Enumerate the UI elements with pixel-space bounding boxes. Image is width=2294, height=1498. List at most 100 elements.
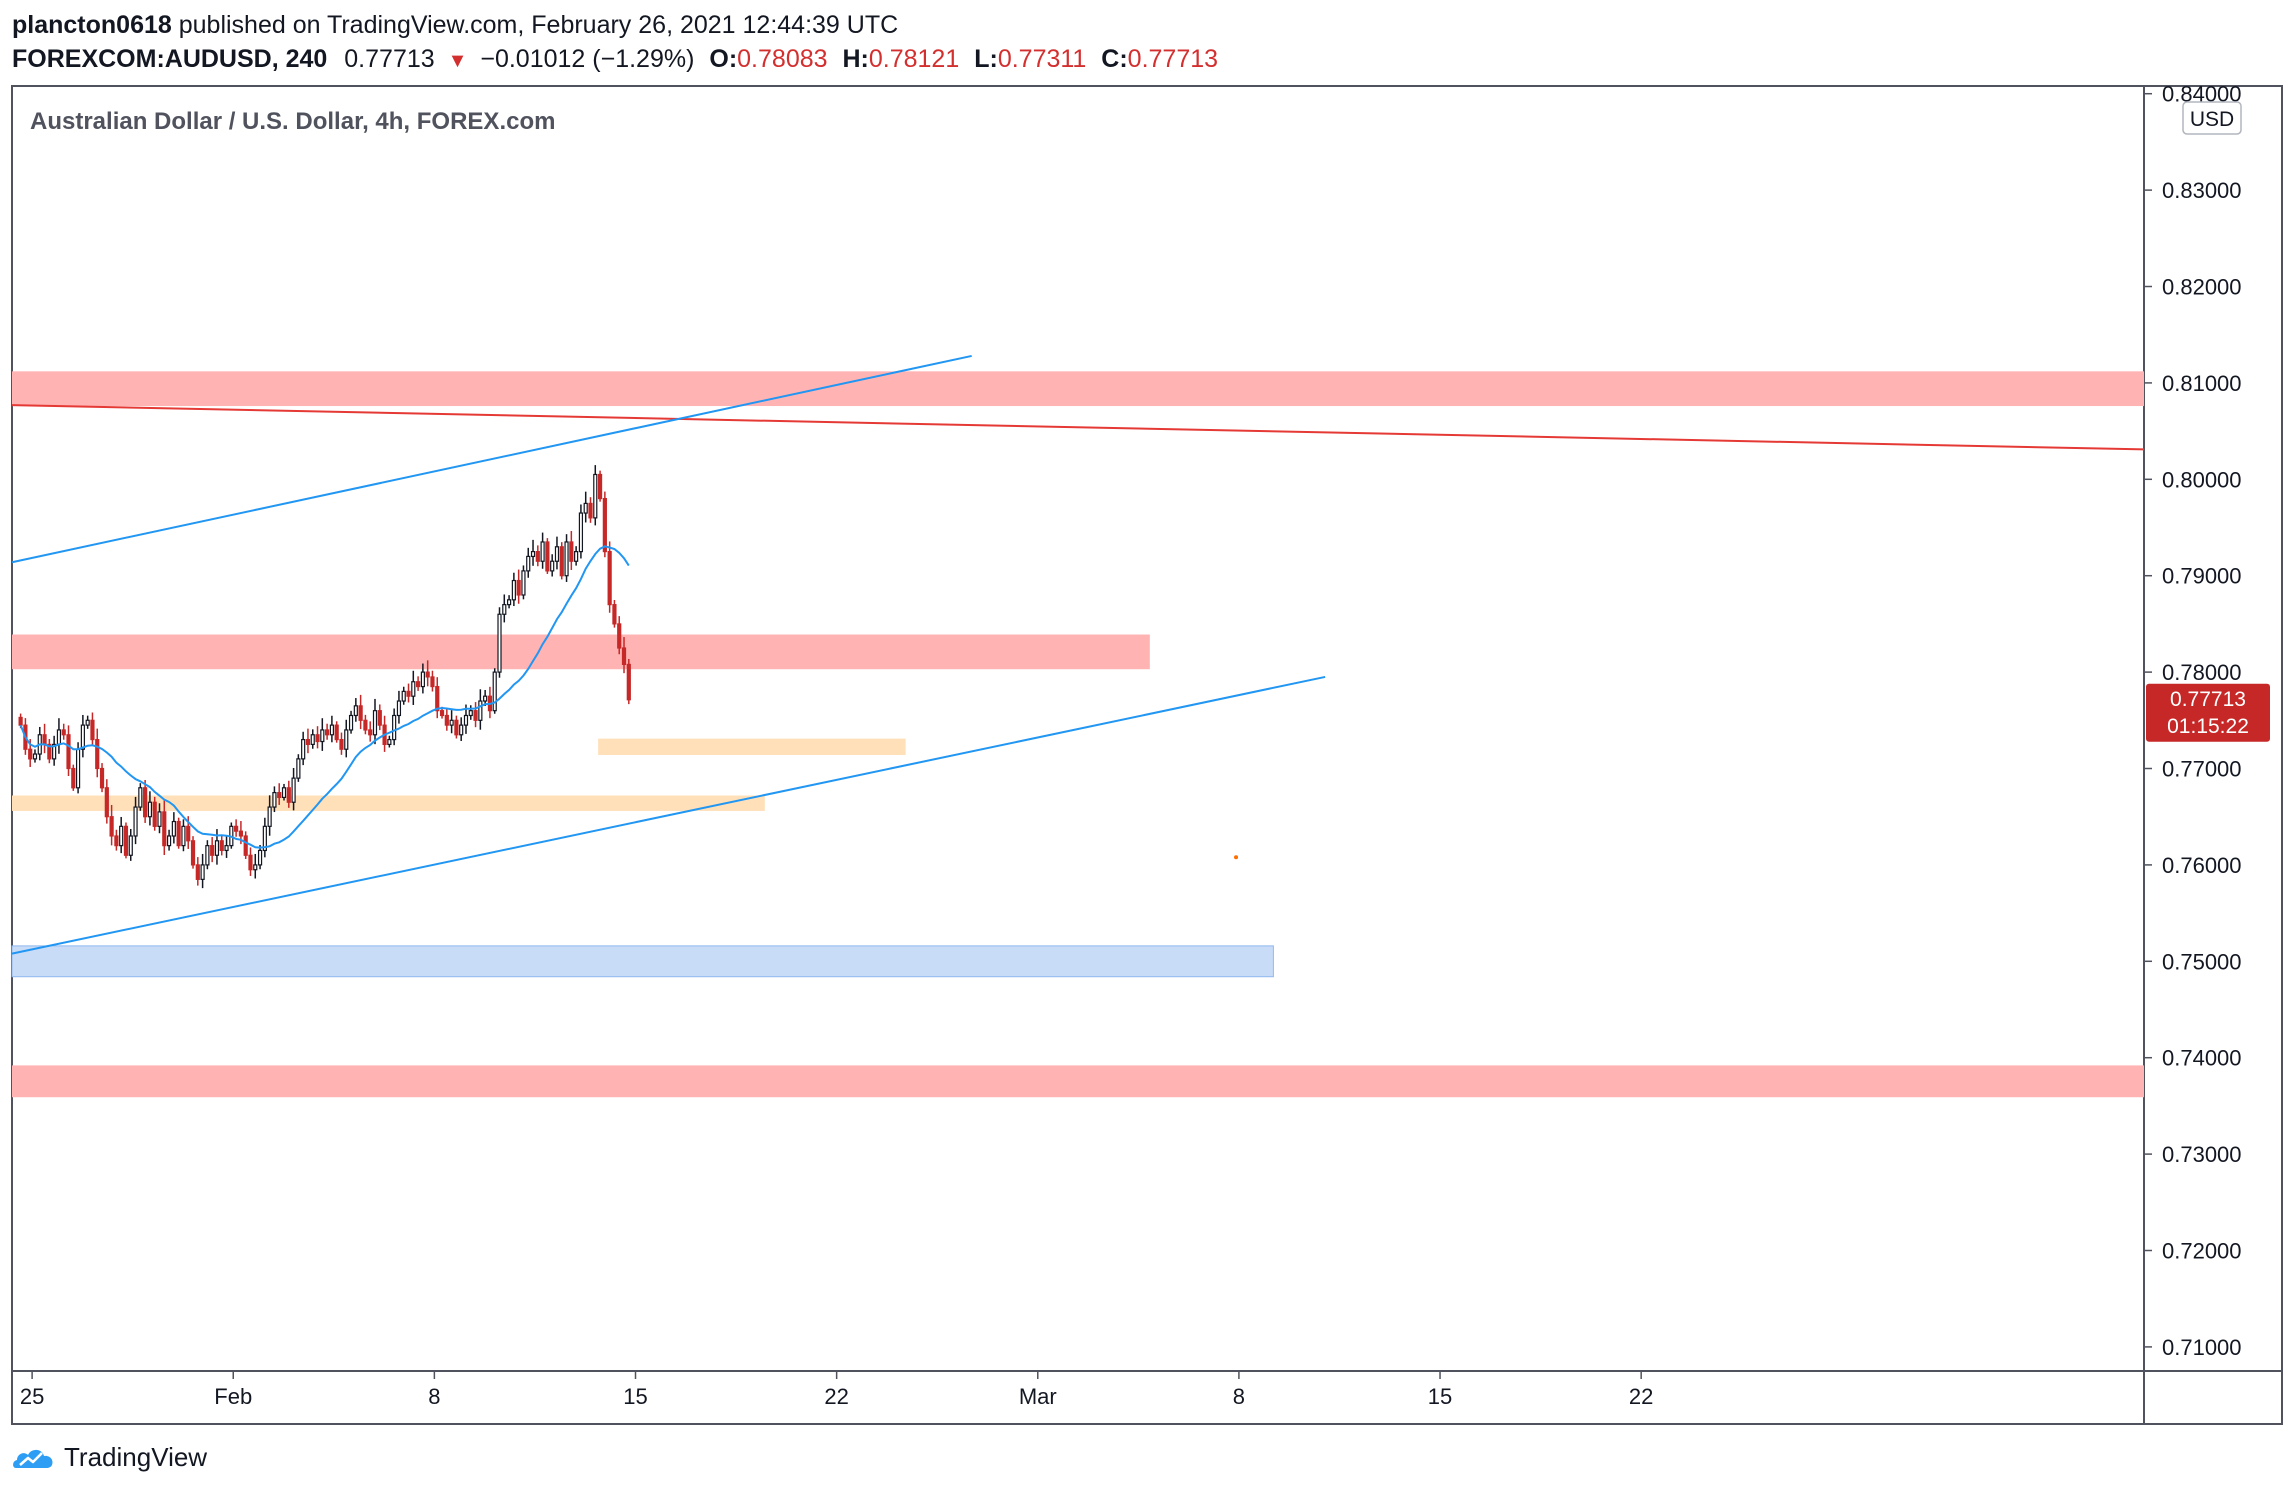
- candle-body: [32, 753, 38, 760]
- candle-body: [152, 801, 157, 827]
- candle-body: [406, 690, 411, 697]
- candle-body: [305, 738, 311, 746]
- candle-body: [95, 738, 100, 770]
- candle-body: [28, 748, 33, 760]
- demand-zone: [11, 945, 1274, 978]
- candle-body: [425, 671, 430, 678]
- candle-body: [363, 719, 368, 731]
- candle-body: [61, 729, 66, 736]
- candle-body: [291, 777, 296, 803]
- candle-body: [339, 738, 344, 750]
- price-tag-value: 0.77713: [2170, 688, 2246, 711]
- candle-body: [123, 825, 129, 856]
- candles-layer: [18, 465, 631, 889]
- time-tick-label: 15: [623, 1384, 647, 1409]
- candle-body: [583, 502, 588, 514]
- price-axis[interactable]: 0.840000.830000.820000.810000.800000.790…: [2144, 82, 2242, 1360]
- candle-body: [80, 724, 85, 750]
- candle-body: [238, 830, 244, 837]
- candle-body: [401, 690, 406, 702]
- candle-body: [90, 719, 95, 741]
- candle-body: [473, 710, 478, 721]
- candle-body: [564, 541, 569, 577]
- price-tick-label: 0.74000: [2162, 1046, 2242, 1071]
- candle-body: [607, 551, 612, 606]
- candle-body: [344, 729, 349, 750]
- candle-body: [186, 825, 191, 842]
- candle-body: [42, 734, 47, 746]
- candle-body: [47, 743, 52, 760]
- candle-body: [248, 854, 253, 871]
- candle-body: [420, 671, 425, 688]
- candle-body: [377, 710, 382, 726]
- price-tick-label: 0.83000: [2162, 178, 2242, 203]
- candle-body: [71, 767, 76, 789]
- open-value: 0.78083: [737, 45, 828, 73]
- candle-body: [550, 560, 555, 572]
- high-label: H:: [842, 45, 869, 73]
- candle-body: [166, 835, 172, 847]
- candle-body: [56, 729, 62, 746]
- candle-body: [162, 811, 167, 847]
- tradingview-brand: TradingView: [64, 1442, 208, 1472]
- candle-body: [511, 579, 516, 601]
- time-tick-label: 15: [1428, 1384, 1452, 1409]
- price-tick-label: 0.82000: [2162, 275, 2242, 300]
- time-tick-label: 8: [1233, 1384, 1245, 1409]
- candle-body: [502, 604, 507, 615]
- time-tick-label: Mar: [1019, 1384, 1057, 1409]
- chart-marker: [1234, 855, 1239, 860]
- candle-body: [593, 473, 598, 519]
- currency-badge-box: [2182, 101, 2242, 135]
- candle-body: [262, 825, 267, 852]
- resistance-zone: [12, 634, 1150, 670]
- candle-body: [243, 835, 248, 856]
- author-name[interactable]: plancton0618: [12, 11, 172, 39]
- candle-body: [569, 541, 574, 562]
- support-trendline: [11, 354, 972, 564]
- candle-body: [157, 811, 162, 827]
- candle-body: [597, 473, 603, 500]
- price-tick-label: 0.72000: [2162, 1239, 2242, 1264]
- publish-info-line: plancton0618 published on TradingView.co…: [12, 8, 1218, 42]
- currency-badge[interactable]: USD: [2182, 101, 2242, 135]
- candle-body: [483, 695, 488, 702]
- candle-body: [119, 825, 124, 847]
- candle-body: [301, 738, 306, 760]
- resistance-trendline: [11, 404, 2145, 451]
- down-arrow-icon: ▼: [447, 50, 468, 72]
- moving-average-line: [19, 545, 630, 849]
- high-value: 0.78121: [868, 45, 960, 73]
- resistance-zone: [12, 1065, 2144, 1098]
- candle-body: [574, 551, 579, 562]
- price-tick-label: 0.73000: [2162, 1142, 2242, 1167]
- candle-body: [430, 676, 435, 688]
- candle-body: [358, 705, 363, 721]
- tradingview-logo-icon: [13, 1449, 53, 1468]
- price-tick-label: 0.81000: [2162, 371, 2242, 396]
- ma-layer: [19, 545, 1239, 860]
- close-label: C:: [1101, 45, 1128, 73]
- candle-body: [439, 710, 445, 717]
- candle-body: [387, 738, 392, 746]
- candle-body: [200, 864, 205, 880]
- time-tick-label: 25: [20, 1384, 44, 1409]
- price-change: −0.01012 (−1.29%): [480, 45, 695, 73]
- candle-body: [138, 787, 143, 808]
- currency-badge-label: USD: [2190, 108, 2234, 131]
- candle-body: [530, 551, 536, 558]
- candle-body: [348, 714, 354, 731]
- candle-body: [210, 845, 215, 856]
- chart-frame: [11, 85, 2283, 1425]
- support-zone: [598, 738, 906, 756]
- candle-body: [478, 700, 483, 721]
- price-tick-label: 0.78000: [2162, 660, 2242, 685]
- candle-body: [329, 724, 334, 736]
- candle-body: [540, 541, 545, 562]
- time-axis[interactable]: 25 Feb 8 15 22 Mar 8 15 22: [20, 1371, 1654, 1409]
- tradingview-footer[interactable]: TradingView: [12, 1442, 207, 1473]
- candle-body: [468, 710, 473, 717]
- candle-body: [554, 546, 560, 562]
- publish-header: plancton0618 published on TradingView.co…: [12, 8, 1218, 78]
